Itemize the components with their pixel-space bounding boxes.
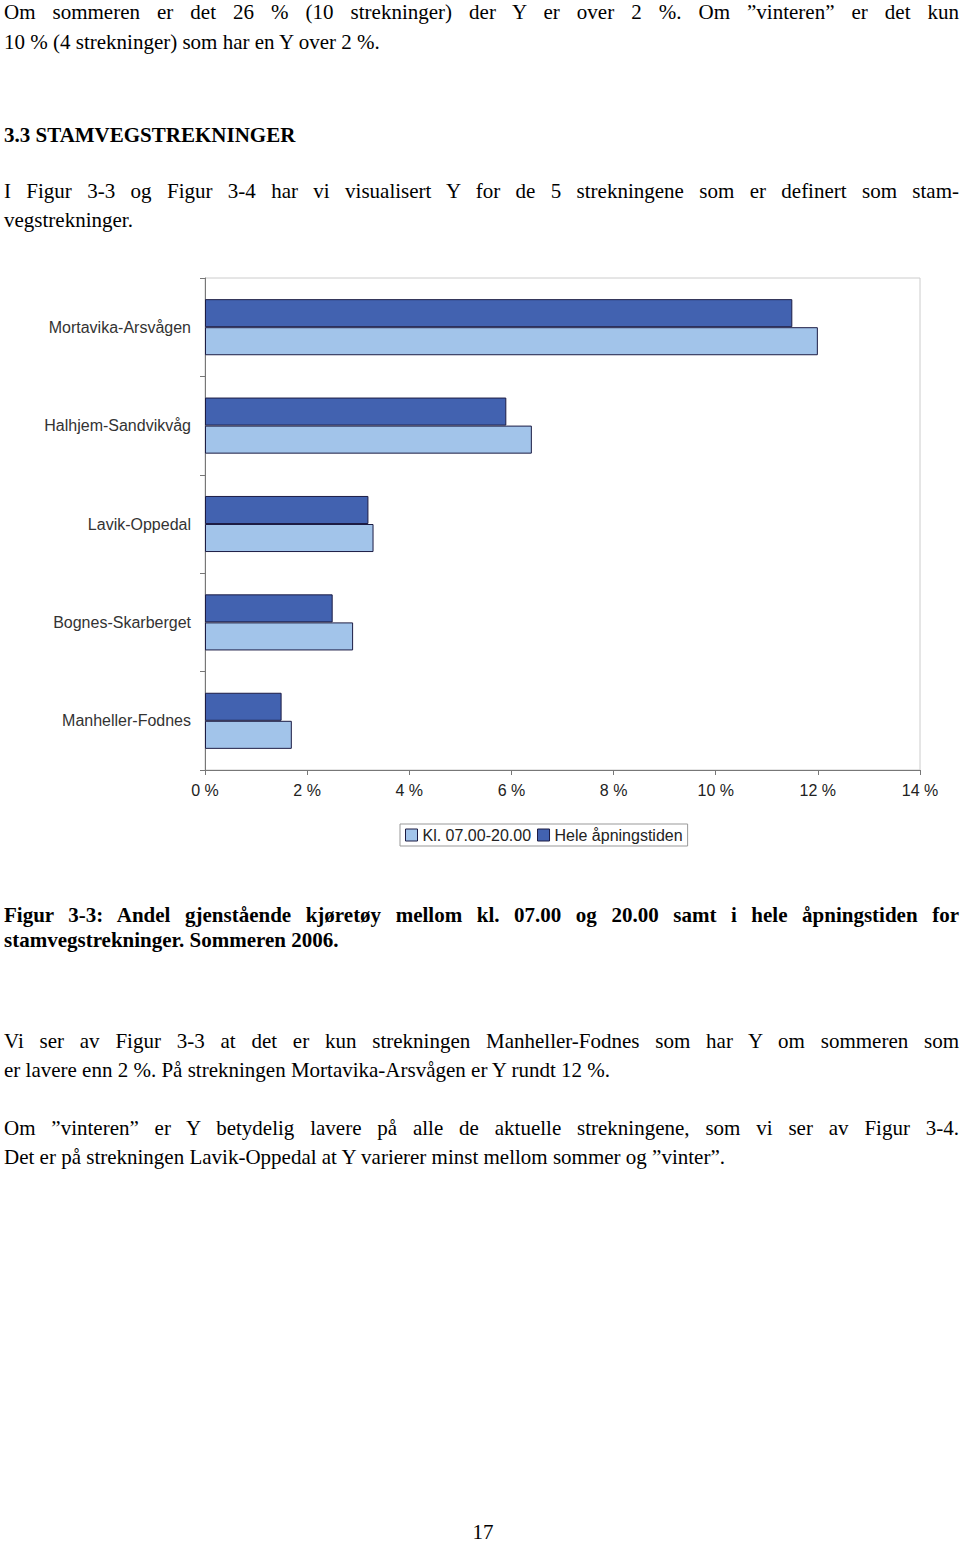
html-text:I Figur 3-3 og Figur 3-4 har v: I Figur 3-3 og Figur 3-4 har vi visualis…: [4, 179, 959, 203]
svg-text:12 %: 12 %: [800, 782, 836, 799]
svg-text:Manheller-Fodnes: Manheller-Fodnes: [62, 712, 191, 729]
svg-text:Halhjem-Sandvikvåg: Halhjem-Sandvikvåg: [44, 417, 191, 434]
html-text:Om sommeren er det 26 % (10 st: Om sommeren er det 26 % (10 strekninger)…: [4, 0, 959, 24]
svg-text:Lavik-Oppedal: Lavik-Oppedal: [88, 516, 191, 533]
html-text:stamvegstrekninger. Sommeren 2: stamvegstrekninger. Sommeren 2006.: [4, 928, 339, 952]
html-text:3.3 STAMVEGSTREKNINGER: 3.3 STAMVEGSTREKNINGER: [4, 123, 296, 147]
html-text:10 % (4 strekninger) som har e: 10 % (4 strekninger) som har en Y over 2…: [4, 30, 380, 54]
svg-text:6 %: 6 %: [498, 782, 526, 799]
svg-text:Mortavika-Arsvågen: Mortavika-Arsvågen: [49, 319, 191, 336]
html-text:Figur 3-3: Andel gjenstående k: Figur 3-3: Andel gjenstående kjøretøy me…: [4, 903, 959, 927]
svg-text:10 %: 10 %: [697, 782, 733, 799]
html-text:Det er på strekningen Lavik-Op: Det er på strekningen Lavik-Oppedal at Y…: [4, 1145, 725, 1169]
svg-text:2 %: 2 %: [293, 782, 321, 799]
svg-text:14 %: 14 %: [902, 782, 938, 799]
html-text:vegstrekninger.: vegstrekninger.: [4, 208, 133, 232]
svg-text:0 %: 0 %: [191, 782, 219, 799]
svg-text:8 %: 8 %: [600, 782, 628, 799]
svg-text:Kl. 07.00-20.00: Kl. 07.00-20.00: [423, 827, 532, 844]
html-text:Vi ser av Figur 3-3 at det er: Vi ser av Figur 3-3 at det er kun strekn…: [4, 1029, 959, 1053]
html-text:er lavere enn 2 %. På streknin: er lavere enn 2 %. På strekningen Mortav…: [4, 1058, 611, 1082]
svg-text:Bognes-Skarberget: Bognes-Skarberget: [53, 614, 191, 631]
svg-text:Hele åpningstiden: Hele åpningstiden: [555, 827, 683, 844]
html-text:17: 17: [472, 1520, 494, 1543]
html-text:Om ”vinteren” er Y betydelig l: Om ”vinteren” er Y betydelig lavere på a…: [4, 1116, 959, 1140]
svg-text:4 %: 4 %: [395, 782, 423, 799]
